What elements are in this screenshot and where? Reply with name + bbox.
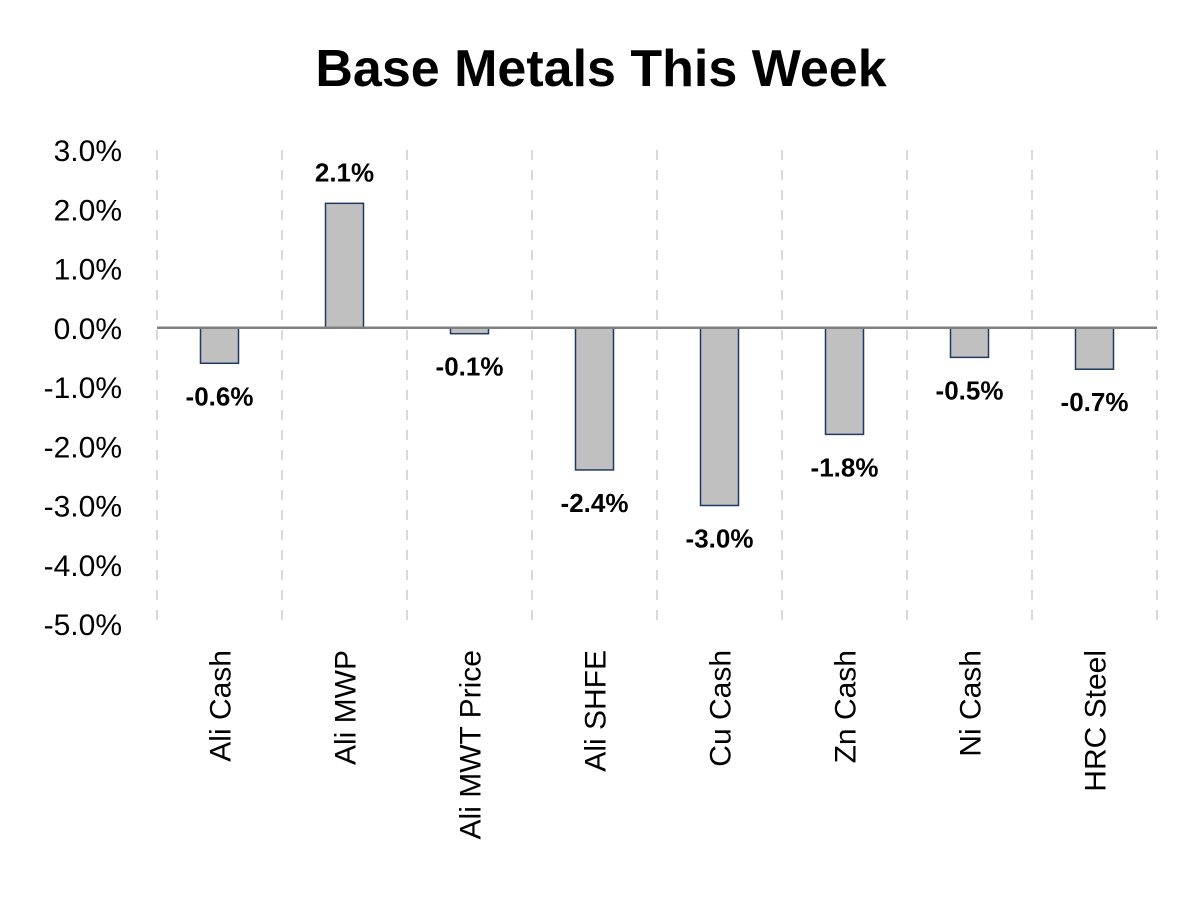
data-label: -1.8% (811, 452, 879, 482)
y-tick-label: 3.0% (54, 135, 122, 168)
y-axis-ticks: 3.0% 2.0% 1.0% 0.0% -1.0% -2.0% -3.0% -4.0% -5.0… (44, 135, 122, 642)
x-tick-label: Ni Cash (955, 650, 988, 757)
data-label: 2.1% (315, 157, 374, 187)
data-label: -2.4% (561, 488, 629, 518)
data-label: -0.7% (1061, 387, 1129, 417)
bar-ali-cash (199, 327, 240, 365)
data-label: -3.0% (686, 524, 754, 554)
y-tick-label: -2.0% (44, 431, 122, 464)
y-tick-label: -1.0% (44, 372, 122, 405)
bar-zn-cash (824, 327, 865, 436)
data-label: -0.5% (936, 375, 1004, 405)
x-tick-label: Zn Cash (830, 650, 863, 763)
y-tick-label: -3.0% (44, 491, 122, 524)
bar-hrc-steel (1074, 327, 1115, 370)
data-labels: -0.6% 2.1% -0.1% -2.4% -3.0% -1.8% -0.5% -0.7% (186, 157, 1129, 553)
data-label: -0.1% (436, 352, 504, 382)
bar-ni-cash (949, 327, 990, 359)
x-tick-label: Ali MWP (330, 650, 363, 765)
y-tick-label: -5.0% (44, 609, 122, 642)
x-tick-label: Cu Cash (705, 650, 738, 767)
y-tick-label: 2.0% (54, 194, 122, 227)
grid-lines (156, 150, 1158, 624)
y-tick-label: 0.0% (54, 313, 122, 346)
x-axis-ticks: Ali Cash Ali MWP Ali MWT Price Ali SHFE Cu C… (205, 650, 1113, 839)
bar-ali-mwp (324, 202, 365, 329)
y-tick-label: -4.0% (44, 550, 122, 583)
data-label: -0.6% (186, 381, 254, 411)
chart-title: Base Metals This Week (315, 40, 886, 98)
bar-ali-shfe (574, 327, 615, 471)
x-tick-label: HRC Steel (1080, 650, 1113, 792)
x-tick-label: Ali MWT Price (455, 650, 488, 839)
x-tick-label: Ali SHFE (580, 650, 613, 772)
bar-cu-cash (699, 327, 740, 507)
x-tick-label: Ali Cash (205, 650, 238, 762)
y-tick-label: 1.0% (54, 254, 122, 287)
